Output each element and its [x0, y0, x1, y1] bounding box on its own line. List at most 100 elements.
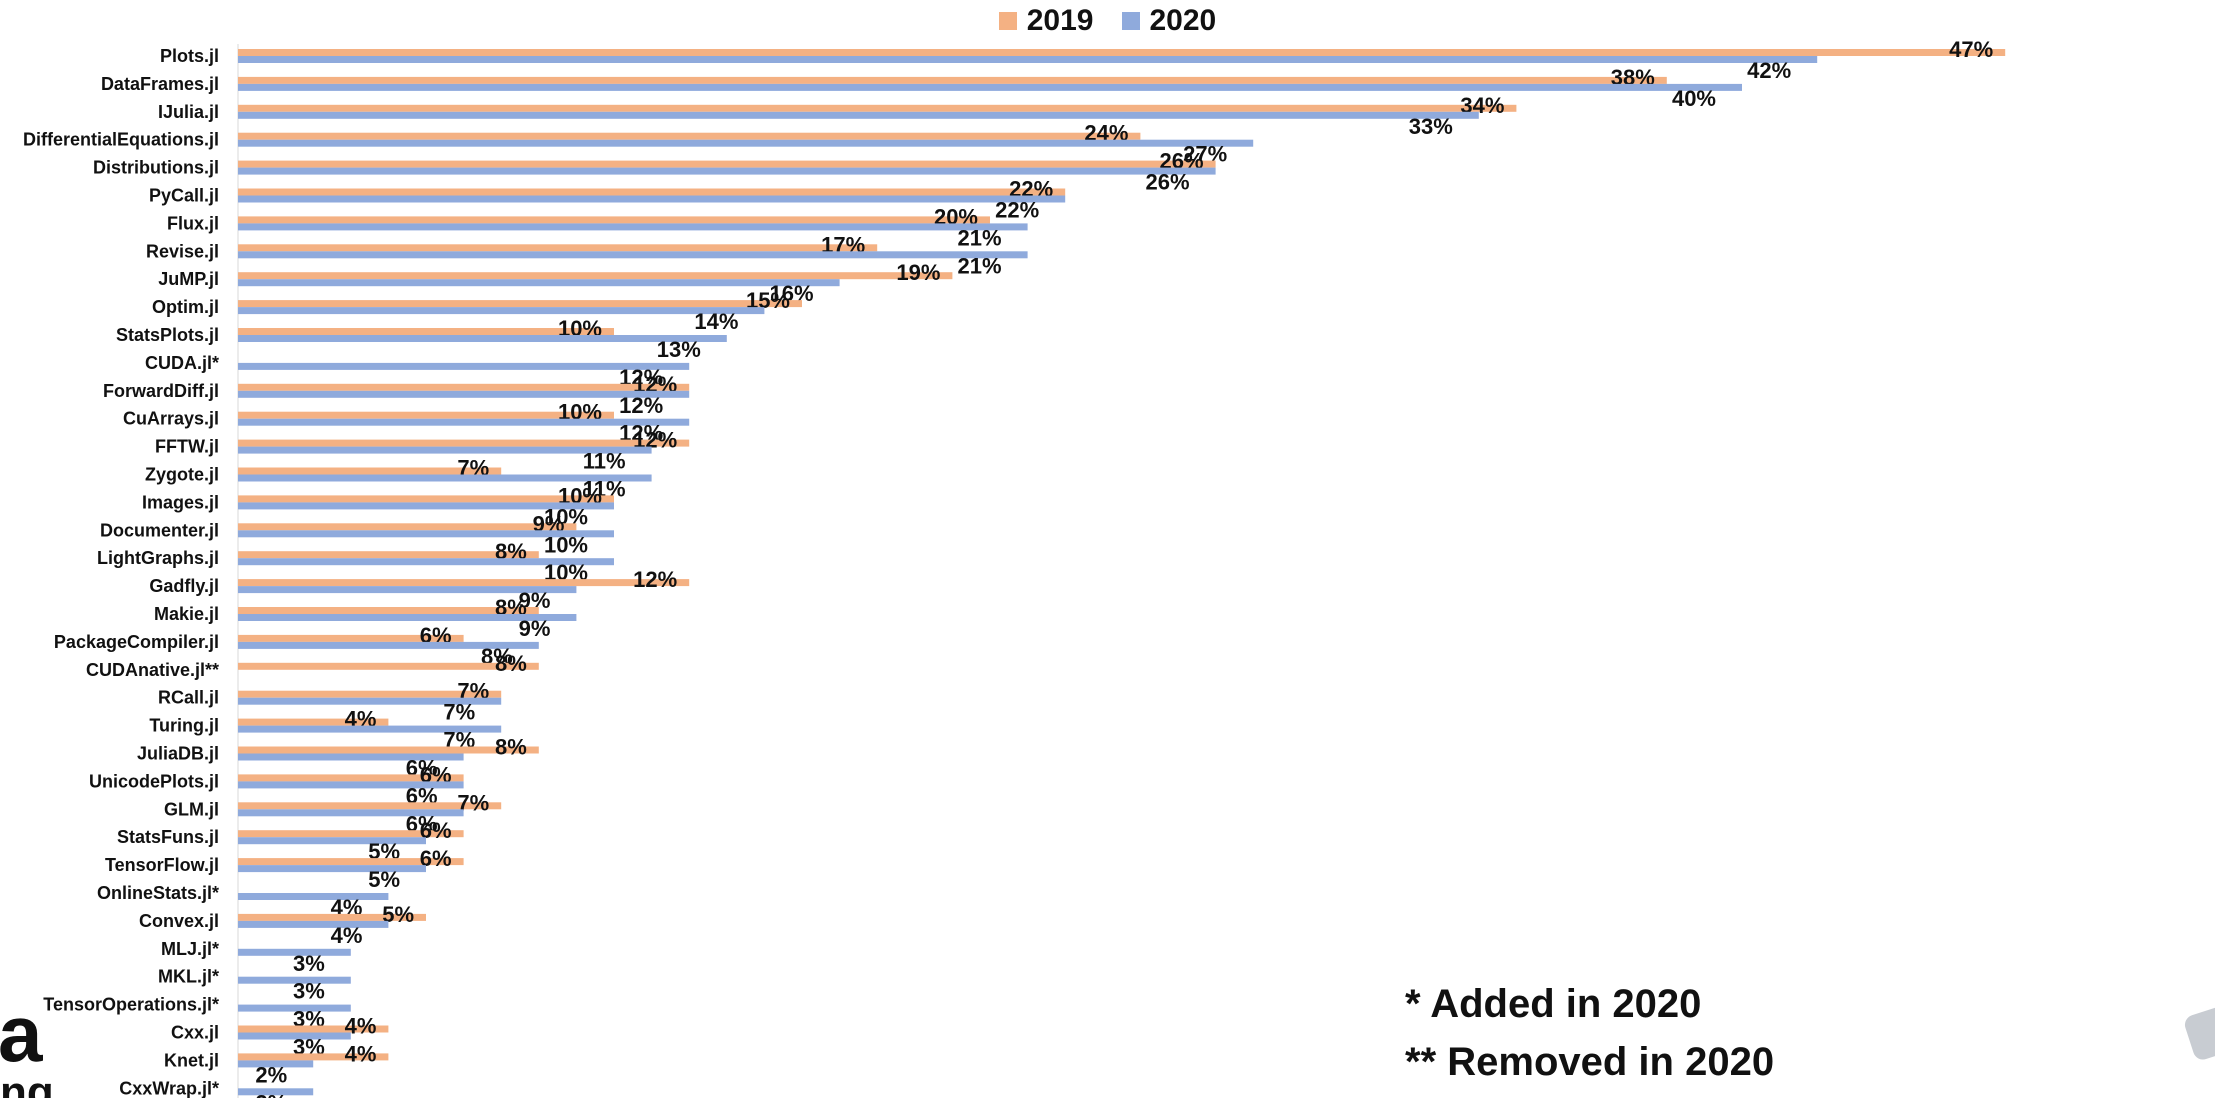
category-label-statsplots-jl: StatsPlots.jl — [116, 325, 219, 345]
bar-2020-statsfuns-jl — [238, 837, 426, 845]
data-label-2019-knet-jl: 4% — [345, 1041, 377, 1066]
data-label-2020-makie-jl: 9% — [519, 616, 551, 641]
category-label-differentialequations-jl: DifferentialEquations.jl — [23, 130, 219, 150]
data-label-2020-distributions-jl: 26% — [1146, 170, 1190, 195]
category-label-optim-jl: Optim.jl — [152, 297, 219, 317]
data-label-2020-cxxwrap-jl: 2% — [255, 1090, 287, 1098]
category-label-mkl-jl: MKL.jl* — [158, 967, 219, 987]
bar-2020-differentialequations-jl — [238, 139, 1254, 147]
bar-2019-statsplots-jl — [238, 328, 614, 335]
category-label-documenter-jl: Documenter.jl — [100, 520, 219, 540]
bar-2019-optim-jl — [238, 300, 802, 308]
bar-2020-documenter-jl — [238, 530, 614, 538]
bar-2020-lightgraphs-jl — [238, 558, 614, 566]
legend-item-2020: 2020 — [1121, 4, 1217, 38]
category-label-mlj-jl: MLJ.jl* — [161, 939, 219, 959]
data-label-2020-plots-jl: 42% — [1747, 58, 1791, 83]
bar-2020-plots-jl — [238, 56, 1818, 63]
legend-label-2019: 2019 — [1026, 4, 1094, 37]
bar-2020-revise-jl — [238, 251, 1028, 259]
logo-text-top: a — [0, 1002, 43, 1078]
data-label-2020-flux-jl: 21% — [958, 225, 1002, 250]
bar-2020-knet-jl — [238, 1060, 314, 1068]
bar-2020-cuda-jl — [238, 362, 690, 370]
bar-2019-images-jl — [238, 495, 614, 503]
bar-2019-gadfly-jl — [238, 579, 690, 587]
bar-2019-glm-jl — [238, 802, 502, 810]
data-label-2020-statsplots-jl: 13% — [657, 337, 701, 362]
bar-2020-mkl-jl — [238, 976, 351, 984]
bar-2019-distributions-jl — [238, 160, 1216, 168]
bar-2020-statsplots-jl — [238, 335, 727, 342]
bar-2020-fftw-jl — [238, 446, 652, 454]
bar-2019-documenter-jl — [238, 523, 577, 531]
bar-2020-forwarddiff-jl — [238, 390, 690, 398]
bar-2019-cudanative-jl — [238, 662, 539, 670]
data-label-2020-forwarddiff-jl: 12% — [619, 393, 663, 418]
bar-2020-pycall-jl — [238, 195, 1066, 203]
bar-2020-optim-jl — [238, 307, 765, 315]
data-label-2020-ijulia-jl: 33% — [1409, 114, 1453, 139]
category-label-dataframes-jl: DataFrames.jl — [101, 74, 219, 94]
data-label-2020-fftw-jl: 11% — [583, 449, 626, 474]
category-label-glm-jl: GLM.jl — [164, 799, 219, 819]
category-label-cuarrays-jl: CuArrays.jl — [123, 409, 219, 429]
data-label-2020-rcall-jl: 7% — [443, 700, 475, 725]
category-label-flux-jl: Flux.jl — [167, 213, 219, 233]
bar-2019-dataframes-jl — [238, 76, 1667, 84]
category-label-convex-jl: Convex.jl — [139, 911, 219, 931]
bar-2019-fftw-jl — [238, 439, 690, 447]
legend-label-2020: 2020 — [1149, 4, 1217, 37]
data-label-2019-cudanative-jl: 8% — [495, 651, 527, 676]
bar-2020-cxxwrap-jl — [238, 1088, 314, 1096]
category-label-turing-jl: Turing.jl — [149, 716, 219, 736]
data-label-2020-mlj-jl: 3% — [293, 951, 325, 976]
bar-2020-cxx-jl — [238, 1032, 351, 1040]
bar-2019-lightgraphs-jl — [238, 551, 539, 559]
bar-2019-zygote-jl — [238, 467, 502, 475]
bar-2020-gadfly-jl — [238, 586, 577, 594]
legend-swatch-2020 — [1121, 12, 1140, 30]
data-label-2020-pycall-jl: 22% — [995, 198, 1039, 223]
bar-2020-onlinestats-jl — [238, 893, 389, 900]
bar-2019-rcall-jl — [238, 690, 502, 698]
bar-2020-flux-jl — [238, 223, 1028, 231]
data-label-2020-optim-jl: 14% — [694, 309, 738, 334]
category-label-cudanative-jl: CUDAnative.jl** — [86, 660, 219, 680]
category-label-images-jl: Images.jl — [142, 492, 219, 512]
bar-2019-juliadb-jl — [238, 746, 539, 754]
bar-2019-makie-jl — [238, 607, 539, 614]
category-label-zygote-jl: Zygote.jl — [145, 465, 219, 485]
category-label-makie-jl: Makie.jl — [154, 604, 219, 624]
legend-item-2019: 2019 — [998, 4, 1094, 38]
data-label-2020-revise-jl: 21% — [958, 253, 1002, 278]
data-label-2020-mkl-jl: 3% — [293, 979, 325, 1004]
category-label-distributions-jl: Distributions.jl — [93, 158, 219, 178]
category-label-onlinestats-jl: OnlineStats.jl* — [97, 883, 219, 903]
bar-2019-knet-jl — [238, 1053, 389, 1061]
bar-2019-flux-jl — [238, 216, 990, 224]
bar-2020-distributions-jl — [238, 167, 1216, 175]
data-label-2020-dataframes-jl: 40% — [1672, 86, 1716, 111]
chart-legend: 2019 2020 — [0, 4, 2215, 38]
category-label-forwarddiff-jl: ForwardDiff.jl — [103, 381, 219, 401]
category-label-lightgraphs-jl: LightGraphs.jl — [97, 548, 219, 568]
bar-2020-tensorflow-jl — [238, 865, 426, 873]
data-label-2019-juliadb-jl: 8% — [495, 735, 527, 760]
category-label-packagecompiler-jl: PackageCompiler.jl — [54, 632, 219, 652]
data-label-2020-knet-jl: 2% — [255, 1062, 287, 1087]
bar-2020-jump-jl — [238, 279, 840, 287]
bar-2019-packagecompiler-jl — [238, 634, 464, 642]
bar-2019-tensorflow-jl — [238, 858, 464, 866]
bar-2020-images-jl — [238, 502, 614, 510]
data-label-2019-plots-jl: 47% — [1949, 37, 1993, 62]
bar-2020-glm-jl — [238, 809, 464, 817]
data-label-2019-jump-jl: 19% — [896, 260, 940, 285]
data-label-2020-convex-jl: 4% — [331, 923, 363, 948]
category-label-unicodeplots-jl: UnicodePlots.jl — [89, 771, 219, 791]
bar-2019-ijulia-jl — [238, 104, 1517, 112]
bar-2020-zygote-jl — [238, 474, 652, 482]
bar-2020-cuarrays-jl — [238, 418, 690, 426]
logo-text-bottom: ng — [0, 1068, 54, 1098]
category-label-plots-jl: Plots.jl — [160, 46, 219, 66]
